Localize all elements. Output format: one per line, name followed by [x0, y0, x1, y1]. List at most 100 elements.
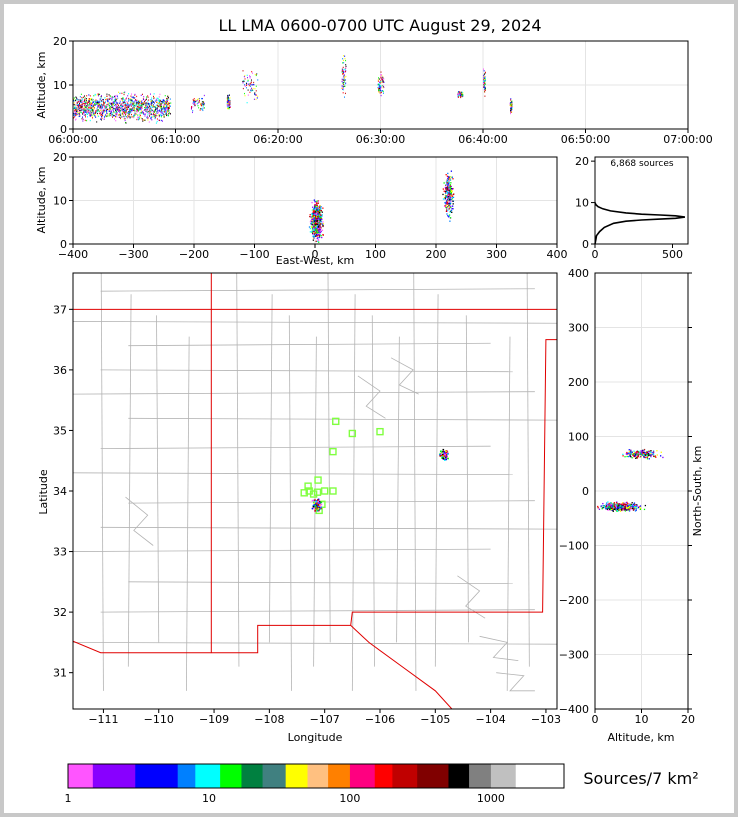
- time-source-point: [89, 99, 91, 101]
- time-source-point: [132, 106, 134, 108]
- map-source-point: [318, 501, 321, 503]
- time-source-point: [84, 95, 85, 97]
- ew-source-point: [317, 222, 319, 224]
- time-source-point: [75, 119, 76, 121]
- ew-source-point: [312, 218, 314, 221]
- ew-source-point: [447, 185, 449, 187]
- time-source-point: [106, 105, 108, 108]
- county-line: [185, 336, 190, 691]
- ns-source-point: [619, 508, 621, 510]
- time-source-point: [242, 87, 244, 90]
- time-source-point: [115, 112, 117, 114]
- time-source-point: [85, 109, 87, 111]
- ns-source-point: [636, 505, 638, 507]
- ns-source-point: [628, 503, 631, 505]
- ew-source-point: [443, 205, 446, 207]
- time-source-point: [104, 114, 106, 116]
- time-source-point: [107, 99, 109, 101]
- ew-source-point: [447, 206, 449, 208]
- time-source-point: [378, 89, 379, 91]
- time-source-point: [138, 105, 140, 107]
- time-source-point: [164, 110, 166, 112]
- ns-source-point: [629, 455, 631, 457]
- map-source-point: [439, 453, 441, 456]
- time-source-point: [122, 98, 124, 100]
- time-source-point: [133, 102, 135, 104]
- county-line: [327, 273, 331, 643]
- time-source-point: [162, 100, 164, 103]
- ns-source-point: [625, 505, 627, 507]
- county-line: [396, 336, 400, 643]
- ew-source-point: [314, 212, 316, 215]
- ew-source-point: [318, 221, 320, 223]
- time-source-point: [152, 116, 154, 118]
- time-source-point: [131, 116, 133, 118]
- ns-source-point: [615, 507, 618, 509]
- time-source-point: [383, 86, 385, 89]
- ns-source-point: [622, 505, 624, 507]
- time-source-point: [93, 104, 95, 106]
- ew-source-point: [314, 227, 316, 230]
- ew-source-point: [315, 204, 317, 206]
- ew-source-point: [317, 215, 319, 217]
- ew-source-point: [315, 202, 318, 204]
- time-source-point: [148, 99, 150, 101]
- time-source-point: [227, 104, 229, 106]
- time-source-point: [84, 97, 86, 99]
- time-source-point: [138, 101, 140, 103]
- time-source-point: [84, 110, 86, 112]
- time-source-point: [381, 86, 382, 88]
- ew-source-point: [314, 222, 317, 224]
- time-source-point: [148, 106, 150, 108]
- time-source-point: [106, 99, 108, 101]
- time-source-point: [134, 104, 136, 107]
- time-source-point: [98, 115, 100, 118]
- time-source-point: [145, 109, 147, 111]
- time-source-point: [166, 105, 168, 107]
- ns-source-point: [644, 504, 647, 507]
- ew-source-point: [320, 206, 322, 208]
- time-source-point: [104, 110, 106, 113]
- time-source-point: [131, 108, 133, 110]
- time-source-point: [111, 102, 112, 105]
- time-source-point: [87, 113, 89, 115]
- ns-source-point: [652, 451, 655, 453]
- map-ytick-label: 31: [53, 667, 67, 680]
- ew-source-point: [314, 207, 316, 209]
- ns-source-point: [624, 456, 626, 458]
- time-source-point: [460, 94, 462, 97]
- ew-source-point: [446, 203, 449, 205]
- time-source-point: [111, 109, 112, 111]
- time-source-point: [144, 106, 145, 109]
- histogram-ytick-label: 0: [582, 238, 589, 251]
- ns-source-point: [618, 503, 620, 505]
- time-source-point: [198, 101, 200, 103]
- time-source-point: [78, 106, 80, 108]
- time-source-point: [256, 73, 258, 75]
- time-source-point: [118, 114, 120, 116]
- time-source-point: [166, 109, 168, 111]
- time-source-point: [163, 107, 165, 109]
- ns-source-point: [631, 507, 634, 510]
- time-source-point: [253, 84, 255, 86]
- time-source-point: [145, 107, 147, 110]
- map-source-point: [443, 459, 446, 461]
- time-source-point: [380, 81, 382, 83]
- time-source-point: [142, 120, 144, 122]
- map-source-point: [443, 456, 445, 458]
- time-source-point: [461, 95, 463, 98]
- ew-source-point: [316, 217, 319, 219]
- ns-source-point: [662, 456, 664, 459]
- time-source-point: [138, 100, 140, 102]
- ew-source-point: [315, 230, 318, 232]
- map-xtick-label: −105: [420, 713, 450, 726]
- time-source-point: [166, 110, 168, 112]
- time-source-point: [138, 100, 140, 102]
- time-source-point: [125, 98, 127, 100]
- time-source-point: [103, 111, 105, 113]
- map-xtick-label: −109: [199, 713, 229, 726]
- ew-xtick-label: 100: [365, 248, 386, 261]
- county-line: [100, 609, 535, 613]
- ew-xtick-label: −400: [58, 248, 88, 261]
- time-source-point: [81, 113, 83, 115]
